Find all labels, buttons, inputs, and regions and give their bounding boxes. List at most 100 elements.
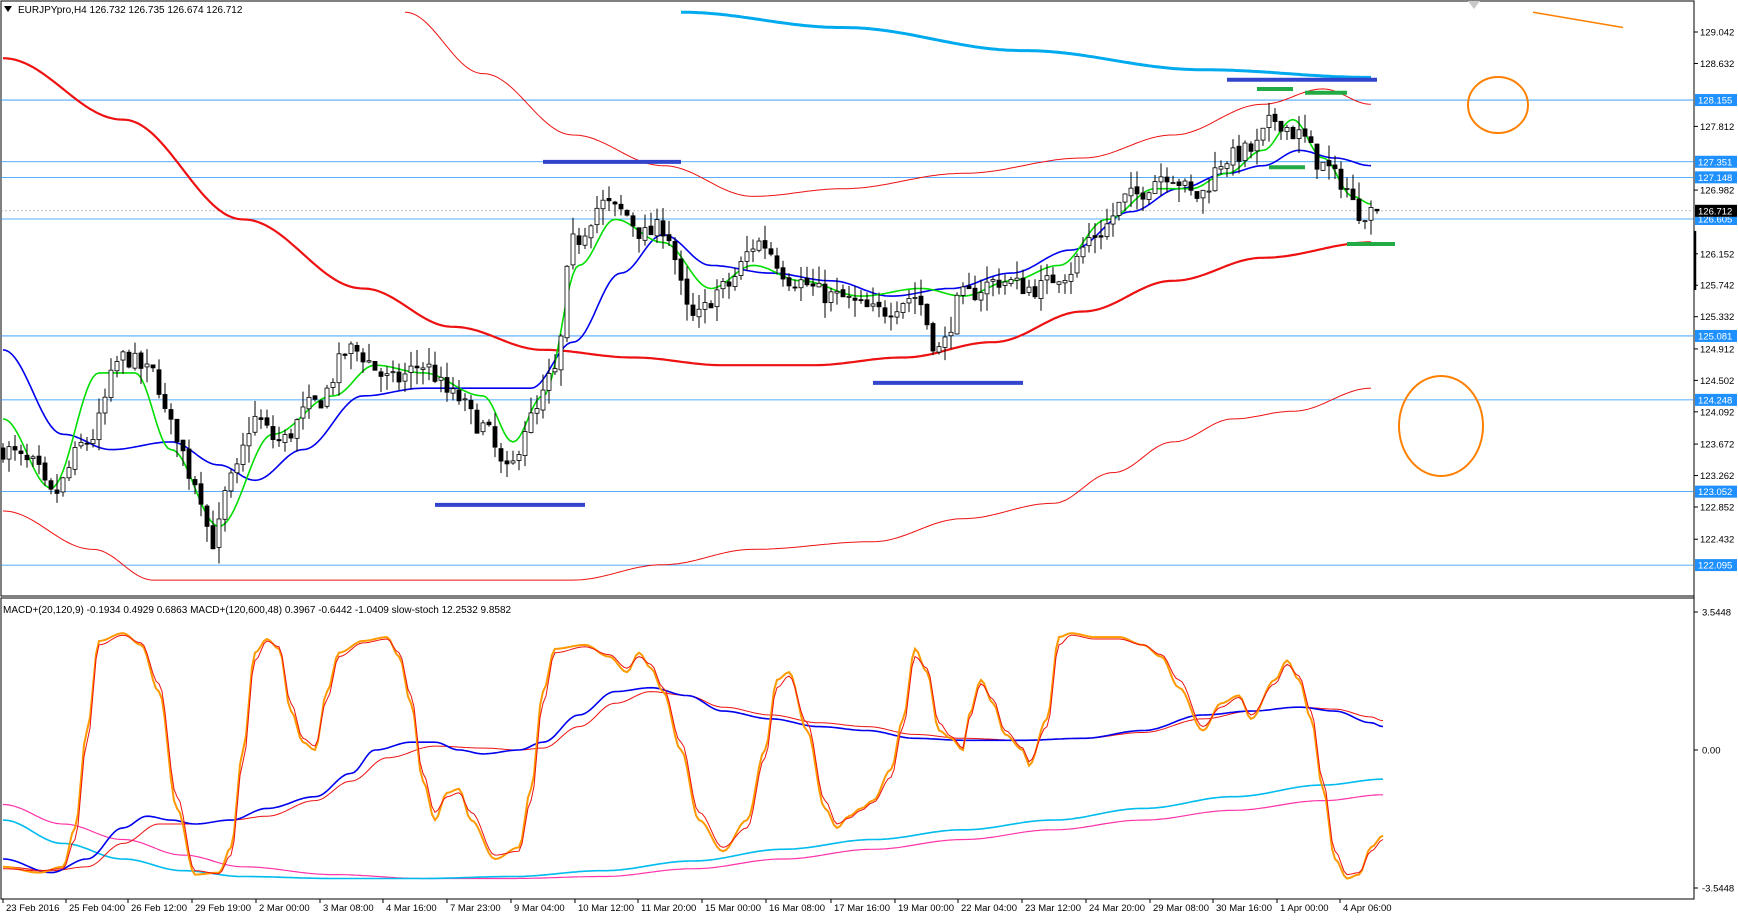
candle[interactable]	[918, 279, 924, 316]
candle[interactable]	[588, 224, 594, 249]
candle[interactable]	[150, 364, 156, 373]
candle[interactable]	[504, 450, 510, 478]
candle[interactable]	[792, 279, 798, 292]
candle[interactable]	[1182, 178, 1188, 193]
candle[interactable]	[468, 395, 474, 425]
candle[interactable]	[486, 419, 492, 427]
candle[interactable]	[930, 321, 936, 356]
candle[interactable]	[1230, 139, 1236, 176]
candle[interactable]	[1110, 202, 1116, 237]
candle[interactable]	[1008, 276, 1014, 287]
candle[interactable]	[672, 237, 678, 275]
candle[interactable]	[360, 348, 366, 373]
candle[interactable]	[1302, 114, 1308, 143]
candle[interactable]	[366, 343, 372, 364]
candle[interactable]	[1080, 237, 1086, 264]
candle[interactable]	[84, 437, 90, 451]
candle[interactable]	[444, 362, 450, 402]
candle[interactable]	[264, 409, 270, 429]
candle[interactable]	[906, 289, 912, 313]
candle[interactable]	[966, 272, 972, 290]
candle[interactable]	[1218, 160, 1224, 175]
candle[interactable]	[1326, 145, 1332, 180]
candle[interactable]	[402, 362, 408, 392]
candle[interactable]	[546, 358, 552, 404]
candle[interactable]	[396, 363, 402, 391]
candle[interactable]	[996, 268, 1002, 295]
candle[interactable]	[1044, 264, 1050, 295]
candle[interactable]	[300, 391, 306, 430]
candle[interactable]	[270, 415, 276, 449]
candle[interactable]	[888, 302, 894, 331]
candle[interactable]	[618, 195, 624, 216]
candle[interactable]	[1206, 178, 1212, 204]
candle[interactable]	[1194, 191, 1200, 203]
candle[interactable]	[1224, 161, 1230, 177]
candle[interactable]	[600, 189, 606, 226]
candle[interactable]	[1200, 189, 1206, 214]
candle[interactable]	[438, 366, 444, 393]
candle[interactable]	[522, 421, 528, 467]
candle[interactable]	[864, 292, 870, 308]
candle[interactable]	[162, 382, 168, 413]
candle[interactable]	[1014, 261, 1020, 290]
candle[interactable]	[390, 360, 396, 383]
candle[interactable]	[210, 510, 216, 550]
candle[interactable]	[456, 379, 462, 405]
candle[interactable]	[1140, 186, 1146, 211]
candle[interactable]	[606, 186, 612, 211]
candle[interactable]	[1032, 279, 1038, 299]
candle[interactable]	[1332, 155, 1338, 180]
candle[interactable]	[696, 294, 702, 328]
candle[interactable]	[846, 285, 852, 309]
candle[interactable]	[1038, 265, 1044, 311]
candle[interactable]	[1020, 269, 1026, 295]
candle[interactable]	[720, 277, 726, 299]
candle[interactable]	[558, 333, 564, 386]
candle[interactable]	[66, 460, 72, 482]
candle[interactable]	[936, 342, 942, 355]
candle[interactable]	[990, 276, 996, 297]
candle[interactable]	[1368, 200, 1374, 235]
candle[interactable]	[1170, 175, 1176, 185]
candle[interactable]	[1068, 262, 1074, 295]
candle[interactable]	[1242, 140, 1248, 168]
candle[interactable]	[222, 486, 228, 532]
candle[interactable]	[534, 395, 540, 425]
candle[interactable]	[1176, 178, 1182, 202]
candle[interactable]	[840, 284, 846, 298]
candle[interactable]	[978, 279, 984, 312]
candle[interactable]	[1122, 193, 1128, 212]
candle[interactable]	[282, 429, 288, 452]
candle[interactable]	[894, 301, 900, 325]
candle[interactable]	[354, 341, 360, 362]
candle[interactable]	[666, 220, 672, 247]
candle[interactable]	[648, 212, 654, 236]
candle[interactable]	[654, 208, 660, 244]
symbol-dropdown-icon[interactable]	[4, 6, 12, 12]
candle[interactable]	[330, 378, 336, 396]
shift-marker-icon[interactable]	[1468, 1, 1480, 9]
candle[interactable]	[1314, 143, 1320, 179]
candle[interactable]	[1092, 223, 1098, 254]
candle[interactable]	[0, 443, 6, 463]
candle[interactable]	[564, 265, 570, 343]
candle[interactable]	[294, 418, 300, 452]
candle[interactable]	[426, 347, 432, 381]
candle[interactable]	[1284, 124, 1290, 141]
candle[interactable]	[348, 341, 354, 370]
candle[interactable]	[630, 212, 636, 237]
candle[interactable]	[342, 353, 348, 360]
candle[interactable]	[462, 393, 468, 412]
candle[interactable]	[240, 432, 246, 472]
candle[interactable]	[1338, 161, 1344, 199]
candle[interactable]	[288, 428, 294, 443]
candle[interactable]	[36, 445, 42, 475]
candle[interactable]	[1188, 174, 1194, 196]
candle[interactable]	[1272, 108, 1278, 131]
candle[interactable]	[1350, 174, 1356, 201]
candle[interactable]	[762, 225, 768, 260]
candle[interactable]	[1026, 279, 1032, 297]
candle[interactable]	[186, 439, 192, 490]
candle[interactable]	[1296, 116, 1302, 154]
